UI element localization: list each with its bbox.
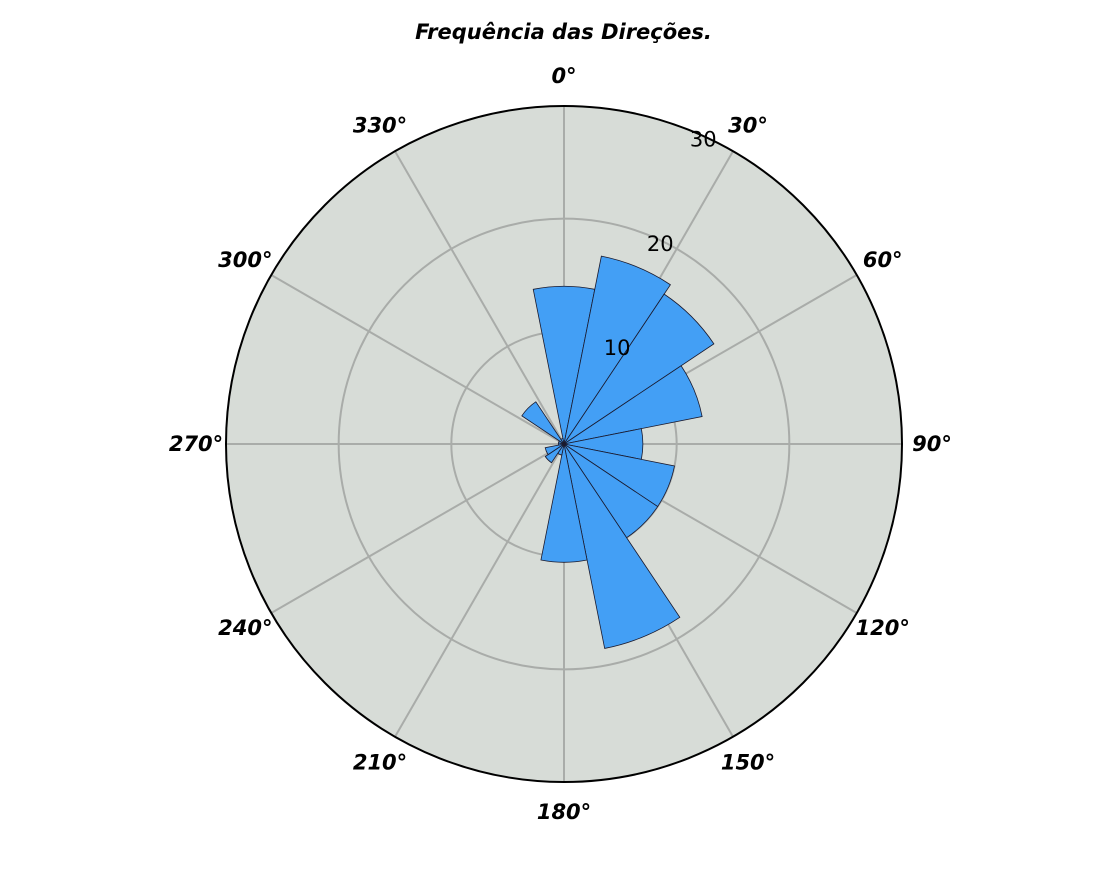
angle-tick-label: 60° [863,248,903,272]
chart-title: Frequência das Direções. [415,20,712,44]
rose-bar [563,443,681,649]
angle-tick-label: 30° [728,113,768,137]
radial-tick-label: 20 [647,232,674,256]
angle-tick-label: 300° [218,248,272,272]
angle-gridline [394,443,565,738]
rose-bar [563,255,671,445]
plot-frame [225,105,903,783]
angle-gridline [270,274,565,445]
label-layer: 0° 30° 60° 90° 120° 150° 180° 210° 240° 270° 300° 3… [169,64,952,824]
angle-tick-label: 330° [353,113,407,137]
rose-bar [560,437,565,445]
rose-bar [540,443,588,563]
angle-tick-label: 150° [721,751,775,775]
rose-bar [563,365,703,445]
angle-tick-label: 120° [856,616,910,640]
angle-tick-label: 180° [537,800,591,824]
angle-tick-label: 270° [169,432,223,456]
radial-tick-label: 30 [690,128,717,152]
angle-tick-label: 210° [353,751,407,775]
rose-bar [563,293,715,445]
rose-bar [544,443,565,464]
angle-gridline [394,150,565,445]
rose-bar [544,443,565,456]
angle-tick-label: 90° [912,432,952,456]
radial-tick-label: 10 [604,336,631,360]
rose-bar [521,401,565,445]
angle-gridline [270,443,565,614]
bar-layer [521,255,715,649]
angle-tick-label: 0° [551,64,576,88]
radial-gridline [337,217,791,671]
angle-tick-label: 240° [218,616,272,640]
